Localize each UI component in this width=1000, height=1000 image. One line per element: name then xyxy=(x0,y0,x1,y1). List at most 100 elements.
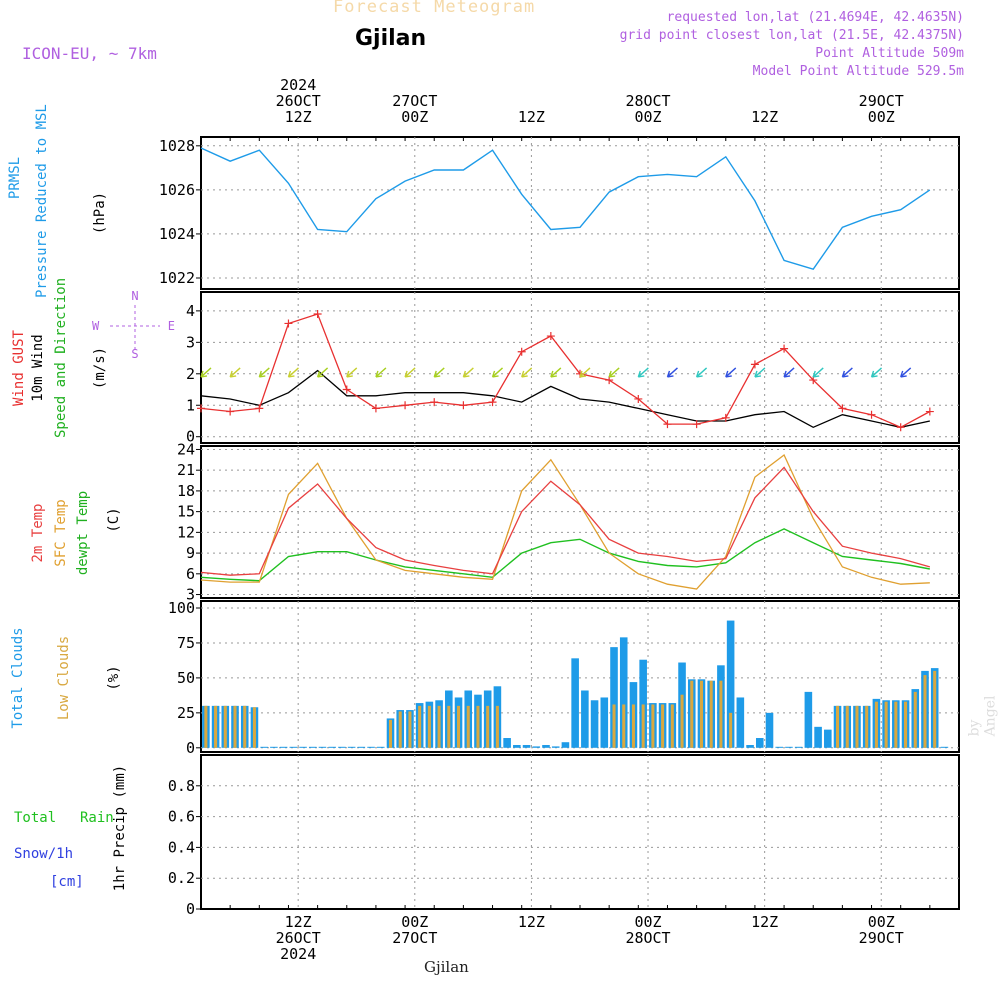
wind-arrow xyxy=(725,367,737,378)
gust-marker xyxy=(488,398,497,407)
bottom-axis-label-1-l2: 27OCT xyxy=(392,929,438,947)
low-cloud-bar xyxy=(855,705,859,748)
low-cloud-bar xyxy=(865,705,869,748)
location-title: Gjilan xyxy=(355,26,427,51)
top-axis-label-5-l3: 00Z xyxy=(867,108,895,126)
total-cloud-bar xyxy=(765,712,774,748)
gust-marker xyxy=(867,410,876,419)
total-cloud-bar xyxy=(619,637,628,748)
wind-speed-line xyxy=(200,369,930,429)
top-axis-label-0-l1: 2024 xyxy=(280,76,317,94)
top-axis-label-1-l2: 27OCT xyxy=(392,92,438,110)
top-axis-label-0-l2: 26OCT xyxy=(275,92,321,110)
wind-arrow xyxy=(754,367,766,378)
t2m-line xyxy=(200,466,931,576)
wind-arrow xyxy=(900,367,912,378)
total-cloud-bar xyxy=(522,745,531,748)
low-cloud-bar xyxy=(252,707,256,748)
total-cloud-bar xyxy=(503,738,511,748)
total-cloud-bar xyxy=(600,697,609,748)
total-cloud-bar xyxy=(590,700,599,748)
gust-marker xyxy=(226,407,235,416)
low-cloud-bar xyxy=(836,705,840,748)
ytick-label-0-0: 1022 xyxy=(159,269,195,287)
compass-e: E xyxy=(168,319,175,333)
gust-marker xyxy=(401,401,410,410)
low-cloud-bar xyxy=(476,705,480,748)
grid-point-coords: grid point closest lon,lat (21.5E, 42.43… xyxy=(619,28,964,43)
panel-frame-4 xyxy=(200,754,960,910)
gust-marker xyxy=(721,413,730,422)
top-axis-label-5-l2: 29OCT xyxy=(858,92,904,110)
low-cloud-bar xyxy=(398,711,402,748)
low-cloud-bar xyxy=(388,719,393,748)
low-cloud-bar xyxy=(923,675,927,748)
wind-arrow xyxy=(783,367,795,378)
wind-arrow xyxy=(841,367,853,378)
gust-marker xyxy=(838,404,847,413)
ytick-label-3-2: 50 xyxy=(177,669,195,687)
ytick-label-4-3: 0.6 xyxy=(168,808,195,826)
low-cloud-bar xyxy=(904,701,908,748)
low-cloud-bar xyxy=(933,670,937,748)
gust-marker xyxy=(371,404,380,413)
wind-arrow xyxy=(346,367,358,378)
low-cloud-bar xyxy=(680,694,684,748)
total-cloud-bar xyxy=(338,746,346,748)
wind-arrow xyxy=(521,367,533,378)
total-cloud-bar xyxy=(299,746,307,748)
wind-arrow xyxy=(258,367,270,378)
compass-lines xyxy=(110,305,160,350)
low-cloud-bar xyxy=(233,705,237,748)
gust-marker xyxy=(634,394,643,403)
total-cloud-bar xyxy=(610,647,618,748)
panel-frame-1 xyxy=(200,291,960,444)
total-cloud-bar xyxy=(260,746,268,748)
gust-marker xyxy=(197,404,205,413)
ytick-label-3-1: 25 xyxy=(177,704,195,722)
ytick-label-1-3: 3 xyxy=(186,333,195,351)
total-cloud-bar xyxy=(755,738,764,748)
bottom-axis-label-3-l1: 00Z xyxy=(634,913,662,931)
ytick-label-1-2: 2 xyxy=(186,365,195,383)
ytick-label-3-3: 75 xyxy=(177,634,195,652)
wind-arrow xyxy=(812,367,824,378)
total-cloud-bar xyxy=(804,691,813,748)
snow-unit-label: [cm] xyxy=(50,874,84,890)
forecast-meteogram-label: Forecast Meteogram xyxy=(333,0,536,17)
ytick-label-4-1: 0.2 xyxy=(168,869,195,887)
low-cloud-bar xyxy=(204,705,208,748)
ytick-label-0-2: 1026 xyxy=(159,181,195,199)
low-cloud-bar xyxy=(214,705,218,748)
wind-arrow xyxy=(637,367,649,378)
wind-arrow xyxy=(666,367,678,378)
low-cloud-bar xyxy=(622,704,626,748)
ytick-label-2-2: 9 xyxy=(186,544,195,562)
low-cloud-bar xyxy=(495,705,499,748)
low-cloud-bar xyxy=(641,704,645,748)
gust-marker xyxy=(342,385,351,394)
pressure-line xyxy=(200,147,931,271)
model-altitude: Model Point Altitude 529.5m xyxy=(752,64,964,79)
ytick-label-2-4: 15 xyxy=(177,503,195,521)
wind-arrow xyxy=(608,367,620,378)
requested-coords: requested lon,lat (21.4694E, 42.4635N) xyxy=(666,10,964,25)
ytick-label-4-4: 0.8 xyxy=(168,777,195,795)
top-axis-label-4-l3: 12Z xyxy=(751,108,779,126)
wind-arrow xyxy=(200,367,212,378)
low-cloud-bar xyxy=(437,705,441,748)
rain-label: Rain xyxy=(80,810,114,826)
panel-frame-0 xyxy=(200,136,960,290)
model-label: ICON-EU, ~ 7km xyxy=(22,44,157,63)
low-cloud-bar xyxy=(427,705,431,748)
low-cloud-bar xyxy=(612,704,616,748)
total-cloud-bar xyxy=(367,746,375,748)
point-altitude: Point Altitude 509m xyxy=(815,46,964,61)
wind-arrow xyxy=(316,367,329,378)
wind-arrow xyxy=(491,367,504,378)
wind-arrow xyxy=(870,367,883,378)
wind-arrow xyxy=(375,367,387,378)
gust-marker xyxy=(430,398,439,407)
ytick-label-0-3: 1028 xyxy=(159,137,195,155)
gust-marker xyxy=(605,376,614,385)
